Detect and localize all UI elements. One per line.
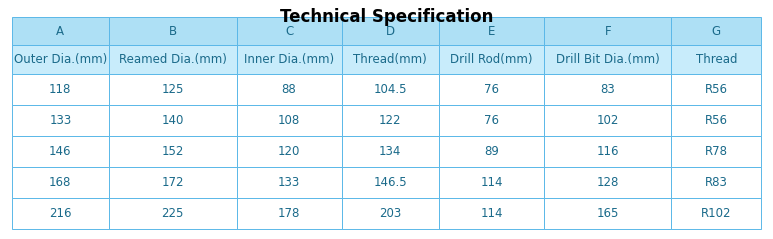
Text: Outer Dia.(mm): Outer Dia.(mm) xyxy=(14,53,107,66)
Bar xyxy=(342,105,439,136)
Bar xyxy=(237,17,342,45)
Bar xyxy=(544,17,672,45)
Text: 146: 146 xyxy=(49,145,72,158)
Text: 76: 76 xyxy=(484,83,499,96)
Text: B: B xyxy=(169,25,177,38)
Bar xyxy=(439,74,544,105)
Bar xyxy=(237,136,342,167)
Bar xyxy=(672,74,761,105)
Text: Reamed Dia.(mm): Reamed Dia.(mm) xyxy=(119,53,226,66)
Bar xyxy=(237,74,342,105)
Text: R56: R56 xyxy=(705,114,728,127)
Bar xyxy=(672,45,761,74)
Bar xyxy=(439,198,544,229)
Bar xyxy=(342,17,439,45)
Bar xyxy=(672,105,761,136)
Text: 178: 178 xyxy=(278,207,300,220)
Text: 216: 216 xyxy=(49,207,72,220)
Bar xyxy=(342,136,439,167)
Bar xyxy=(237,105,342,136)
Text: 134: 134 xyxy=(379,145,401,158)
Bar xyxy=(342,45,439,74)
Bar xyxy=(342,167,439,198)
Text: 83: 83 xyxy=(601,83,615,96)
Bar xyxy=(672,17,761,45)
Text: 102: 102 xyxy=(597,114,619,127)
Text: 133: 133 xyxy=(278,176,300,189)
Text: Inner Dia.(mm): Inner Dia.(mm) xyxy=(244,53,334,66)
Bar xyxy=(109,17,237,45)
Text: 152: 152 xyxy=(162,145,184,158)
Bar xyxy=(544,45,672,74)
Text: 172: 172 xyxy=(162,176,184,189)
Text: 225: 225 xyxy=(162,207,184,220)
Bar xyxy=(12,105,109,136)
Text: A: A xyxy=(56,25,64,38)
Text: 146.5: 146.5 xyxy=(373,176,407,189)
Bar xyxy=(439,136,544,167)
Bar xyxy=(544,74,672,105)
Text: G: G xyxy=(712,25,721,38)
Bar xyxy=(672,136,761,167)
Text: 89: 89 xyxy=(484,145,499,158)
Text: 116: 116 xyxy=(597,145,619,158)
Text: 108: 108 xyxy=(278,114,300,127)
Text: R78: R78 xyxy=(705,145,728,158)
Text: 122: 122 xyxy=(379,114,401,127)
Text: 203: 203 xyxy=(379,207,401,220)
Text: 165: 165 xyxy=(597,207,619,220)
Bar xyxy=(109,136,237,167)
Bar xyxy=(672,198,761,229)
Text: 120: 120 xyxy=(278,145,300,158)
Text: 125: 125 xyxy=(162,83,184,96)
Bar xyxy=(109,198,237,229)
Text: 168: 168 xyxy=(49,176,72,189)
Text: 118: 118 xyxy=(49,83,72,96)
Bar xyxy=(439,17,544,45)
Bar xyxy=(109,74,237,105)
Text: Drill Rod(mm): Drill Rod(mm) xyxy=(450,53,533,66)
Bar xyxy=(439,45,544,74)
Bar xyxy=(544,136,672,167)
Bar xyxy=(12,74,109,105)
Text: R102: R102 xyxy=(701,207,732,220)
Bar xyxy=(544,105,672,136)
Text: 104.5: 104.5 xyxy=(373,83,407,96)
Text: Technical Specification: Technical Specification xyxy=(280,8,493,26)
Bar xyxy=(439,105,544,136)
Text: Drill Bit Dia.(mm): Drill Bit Dia.(mm) xyxy=(556,53,659,66)
Text: 114: 114 xyxy=(480,176,502,189)
Bar xyxy=(672,167,761,198)
Text: 114: 114 xyxy=(480,207,502,220)
Text: R56: R56 xyxy=(705,83,728,96)
Bar xyxy=(342,74,439,105)
Text: 133: 133 xyxy=(49,114,71,127)
Text: 76: 76 xyxy=(484,114,499,127)
Text: 88: 88 xyxy=(281,83,296,96)
Bar xyxy=(12,17,109,45)
Bar xyxy=(12,167,109,198)
Bar xyxy=(12,45,109,74)
Bar xyxy=(342,198,439,229)
Text: E: E xyxy=(488,25,495,38)
Bar xyxy=(237,45,342,74)
Text: C: C xyxy=(285,25,293,38)
Text: Thread(mm): Thread(mm) xyxy=(353,53,427,66)
Bar xyxy=(109,45,237,74)
Text: R83: R83 xyxy=(705,176,728,189)
Text: 128: 128 xyxy=(597,176,619,189)
Bar xyxy=(544,167,672,198)
Bar xyxy=(544,198,672,229)
Bar xyxy=(109,105,237,136)
Text: Thread: Thread xyxy=(696,53,737,66)
Bar xyxy=(12,136,109,167)
Text: F: F xyxy=(604,25,611,38)
Text: 140: 140 xyxy=(162,114,184,127)
Bar xyxy=(109,167,237,198)
Bar xyxy=(237,198,342,229)
Text: D: D xyxy=(386,25,395,38)
Bar xyxy=(439,167,544,198)
Bar xyxy=(237,167,342,198)
Bar xyxy=(12,198,109,229)
